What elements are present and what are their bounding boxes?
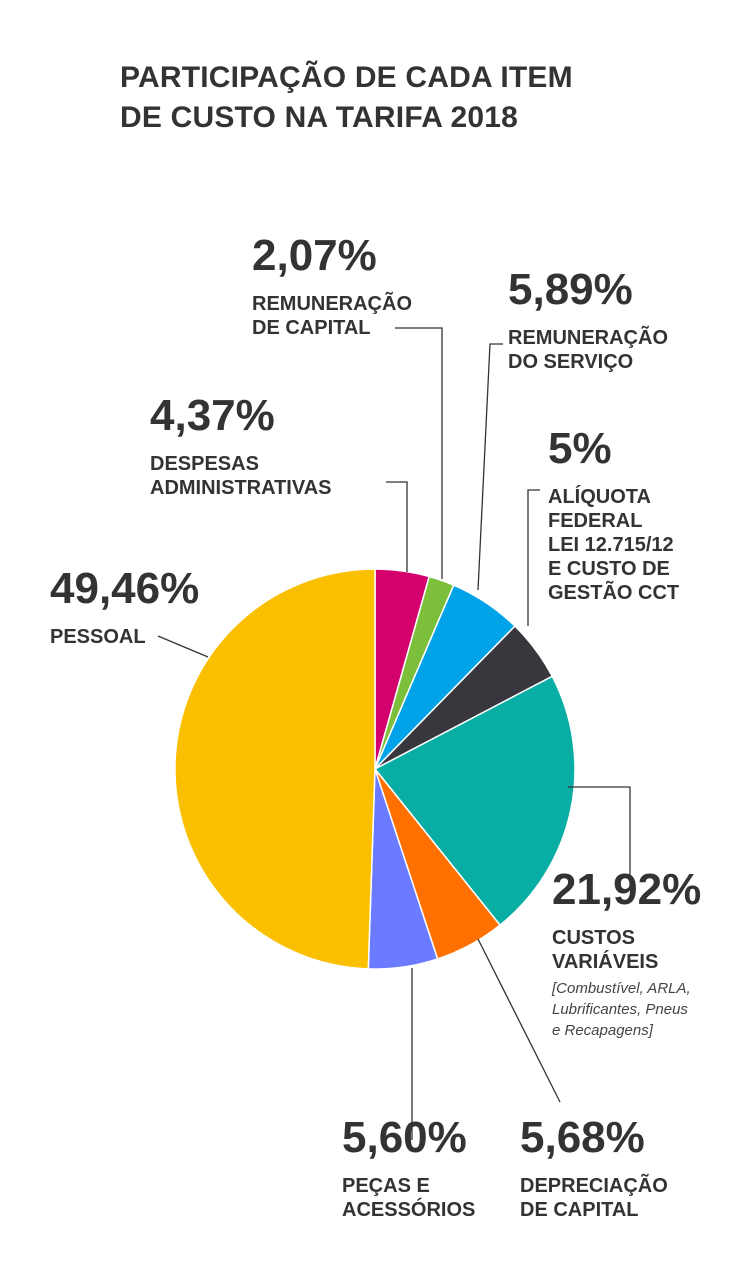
slice-caption-pecas-2: ACESSÓRIOS — [342, 1199, 476, 1221]
slice-caption-pessoal-1: PESSOAL — [50, 626, 146, 648]
slice-value-pecas: 5,60% — [342, 1113, 467, 1162]
slice-caption-remservico-2: DO SERVIÇO — [508, 351, 634, 373]
slice-label-despesas: 4,37% DESPESAS ADMINISTRATIVAS — [150, 392, 331, 500]
slice-caption-depreciacao-2: DE CAPITAL — [520, 1199, 639, 1221]
slice-caption-custos-1: CUSTOS — [552, 927, 635, 949]
slice-value-pessoal: 49,46% — [50, 564, 200, 613]
slice-label-aliquota: 5% ALÍQUOTA FEDERAL LEI 12.715/12 E CUSTO DE… — [548, 425, 679, 605]
slice-caption-custos-2: VARIÁVEIS — [552, 951, 659, 973]
leader-line-aliquota — [527, 489, 540, 626]
slice-caption-remcapital-1: REMUNERAÇÃO — [252, 293, 412, 315]
leader-line-despesas — [386, 481, 408, 572]
leader-line-depreciacao — [477, 938, 561, 1103]
slice-label-pecas: 5,60% PEÇAS E ACESSÓRIOS — [342, 1114, 475, 1222]
slice-value-remcapital: 2,07% — [252, 231, 377, 280]
leader-line-remservico — [477, 343, 503, 591]
slice-note-custos-2: Lubrificantes, Pneus — [552, 1001, 688, 1018]
leader-lines — [157, 327, 631, 1140]
slice-caption-despesas-2: ADMINISTRATIVAS — [150, 477, 332, 499]
slice-label-remservico: 5,89% REMUNERAÇÃO DO SERVIÇO — [508, 266, 668, 374]
chart-title-line-1: PARTICIPAÇÃO DE CADA ITEM — [120, 61, 573, 94]
slice-value-custos: 21,92% — [552, 865, 702, 914]
chart-title-line-2: DE CUSTO NA TARIFA 2018 — [120, 101, 519, 134]
leader-line-custos — [568, 786, 631, 885]
slice-label-remcapital: 2,07% REMUNERAÇÃO DE CAPITAL — [252, 232, 412, 340]
slice-caption-despesas-1: DESPESAS — [150, 453, 259, 475]
slice-note-custos-3: e Recapagens] — [552, 1022, 653, 1039]
leader-line-pessoal — [157, 635, 209, 658]
pie-slice-custos — [374, 675, 576, 926]
slice-note-custos-1: [Combustível, ARLA, — [552, 980, 691, 997]
slice-label-pessoal: 49,46% PESSOAL — [50, 565, 199, 649]
slice-caption-remservico-1: REMUNERAÇÃO — [508, 327, 668, 349]
slice-value-depreciacao: 5,68% — [520, 1113, 645, 1162]
leader-line-remcapital — [395, 327, 443, 579]
slice-value-aliquota: 5% — [548, 424, 612, 473]
slice-value-despesas: 4,37% — [150, 391, 275, 440]
pie-slice-pessoal — [174, 568, 376, 970]
slice-caption-pecas-1: PEÇAS E — [342, 1175, 430, 1197]
slice-label-depreciacao: 5,68% DEPRECIAÇÃO DE CAPITAL — [520, 1114, 668, 1222]
slice-caption-aliquota-4: E CUSTO DE — [548, 558, 670, 580]
slice-caption-aliquota-5: GESTÃO CCT — [548, 582, 680, 604]
slice-caption-aliquota-1: ALÍQUOTA — [548, 486, 651, 508]
chart-title: PARTICIPAÇÃO DE CADA ITEM DE CUSTO NA TA… — [120, 58, 680, 138]
slice-value-remservico: 5,89% — [508, 265, 633, 314]
slice-caption-remcapital-2: DE CAPITAL — [252, 317, 371, 339]
slice-label-custos: 21,92% CUSTOS VARIÁVEIS [Combustível, ARLA,… — [552, 866, 701, 1041]
slice-caption-aliquota-3: LEI 12.715/12 — [548, 534, 674, 556]
slice-caption-depreciacao-1: DEPRECIAÇÃO — [520, 1175, 668, 1197]
slice-caption-aliquota-2: FEDERAL — [548, 510, 643, 532]
pie-slices — [174, 568, 576, 970]
